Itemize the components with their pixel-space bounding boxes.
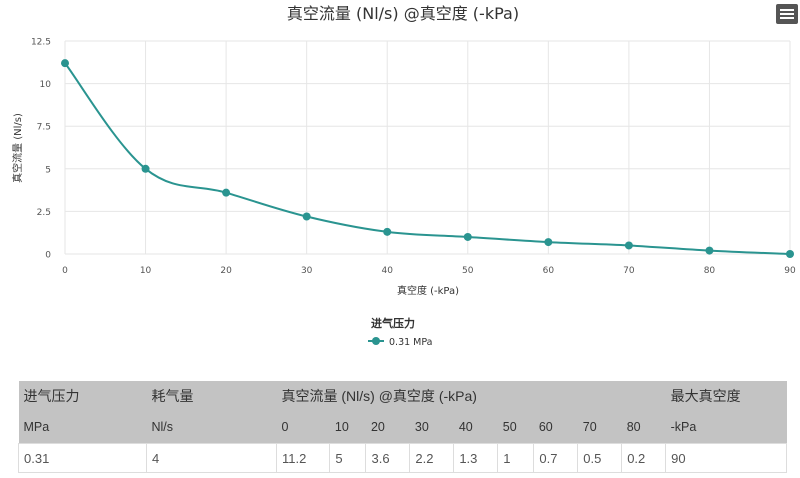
x-axis-label: 真空度 (-kPa) — [397, 284, 459, 297]
legend-item[interactable]: 0.31 MPa — [368, 337, 433, 348]
unit-cell: MPa — [18, 410, 147, 444]
table-cell: 1.3 — [453, 443, 499, 473]
data-point[interactable] — [302, 212, 311, 221]
y-tick-label: 12.5 — [31, 38, 51, 48]
data-point[interactable] — [544, 238, 553, 247]
series-line — [64, 62, 791, 255]
legend-label: 0.31 MPa — [389, 337, 433, 348]
x-tick-label: 40 — [381, 266, 393, 276]
table-cell: 4 — [146, 443, 277, 473]
x-tick-label: 30 — [301, 266, 313, 276]
hamburger-menu-icon[interactable] — [775, 3, 799, 25]
table-cell: 5 — [329, 443, 367, 473]
data-point[interactable] — [141, 164, 150, 173]
x-tick-label: 0 — [62, 266, 68, 276]
table-cell: 0.7 — [533, 443, 579, 473]
chart-title: 真空流量 (Nl/s) @真空度 (-kPa) — [287, 4, 519, 23]
table-header-row: 进气压力 耗气量 真空流量 (Nl/s) @真空度 (-kPa) 最大真空度 — [18, 381, 787, 410]
x-tick-label: 60 — [543, 266, 555, 276]
y-tick-label: 5 — [45, 165, 51, 175]
unit-cell: -kPa — [665, 410, 787, 444]
unit-cell: 70 — [577, 410, 622, 444]
header-max-vacuum: 最大真空度 — [665, 381, 787, 410]
data-point[interactable] — [786, 250, 794, 258]
unit-cell: 50 — [497, 410, 534, 444]
unit-cell: Nl/s — [146, 410, 277, 444]
table-cell: 1 — [497, 443, 535, 473]
table-cell: 3.6 — [365, 443, 411, 473]
data-point[interactable] — [463, 232, 472, 241]
x-tick-label: 80 — [704, 266, 716, 276]
legend-title: 进气压力 — [371, 316, 415, 330]
table-cell: 11.2 — [275, 443, 331, 473]
table-row: 0.31 4 11.2 5 3.6 2.2 1.3 1 0.7 0.5 0.2 90 — [18, 443, 787, 473]
y-tick-label: 2.5 — [37, 208, 51, 218]
x-tick-label: 90 — [784, 266, 796, 276]
data-point[interactable] — [61, 59, 69, 68]
unit-cell: 10 — [329, 410, 366, 444]
unit-cell: 30 — [409, 410, 454, 444]
header-inlet-pressure: 进气压力 — [18, 381, 147, 410]
unit-cell: 60 — [533, 410, 578, 444]
table-cell: 2.2 — [409, 443, 455, 473]
unit-cell: 0 — [276, 410, 330, 444]
legend-marker-icon — [372, 337, 380, 345]
vacuum-flow-chart: 真空流量 (Nl/s) @真空度 (-kPa) 0 2.5 5 7.5 10 12.5 0… — [11, 4, 796, 348]
data-point[interactable] — [624, 241, 633, 250]
spec-table: 进气压力 耗气量 真空流量 (Nl/s) @真空度 (-kPa) 最大真空度 M… — [18, 381, 787, 473]
y-axis-label: 真空流量 (Nl/s) — [11, 113, 24, 183]
data-point[interactable] — [222, 188, 231, 197]
table-units-row: MPa Nl/s 0 10 20 30 40 50 60 70 80 -kPa — [18, 410, 787, 444]
table-cell: 0.2 — [621, 443, 667, 473]
table-cell: 90 — [665, 443, 787, 473]
y-tick-label: 0 — [45, 251, 51, 261]
unit-cell: 20 — [365, 410, 410, 444]
x-tick-label: 70 — [623, 266, 635, 276]
data-point[interactable] — [383, 227, 392, 236]
x-tick-label: 10 — [140, 266, 152, 276]
data-point[interactable] — [705, 246, 714, 255]
table-cell: 0.5 — [577, 443, 623, 473]
unit-cell: 80 — [621, 410, 666, 444]
header-air-consumption: 耗气量 — [146, 381, 277, 410]
header-vacuum-flow: 真空流量 (Nl/s) @真空度 (-kPa) — [276, 381, 666, 410]
y-tick-label: 10 — [40, 80, 52, 90]
y-tick-label: 7.5 — [37, 123, 51, 133]
table-cell: 0.31 — [18, 443, 147, 473]
x-tick-label: 20 — [220, 266, 232, 276]
unit-cell: 40 — [453, 410, 498, 444]
x-tick-label: 50 — [462, 266, 474, 276]
